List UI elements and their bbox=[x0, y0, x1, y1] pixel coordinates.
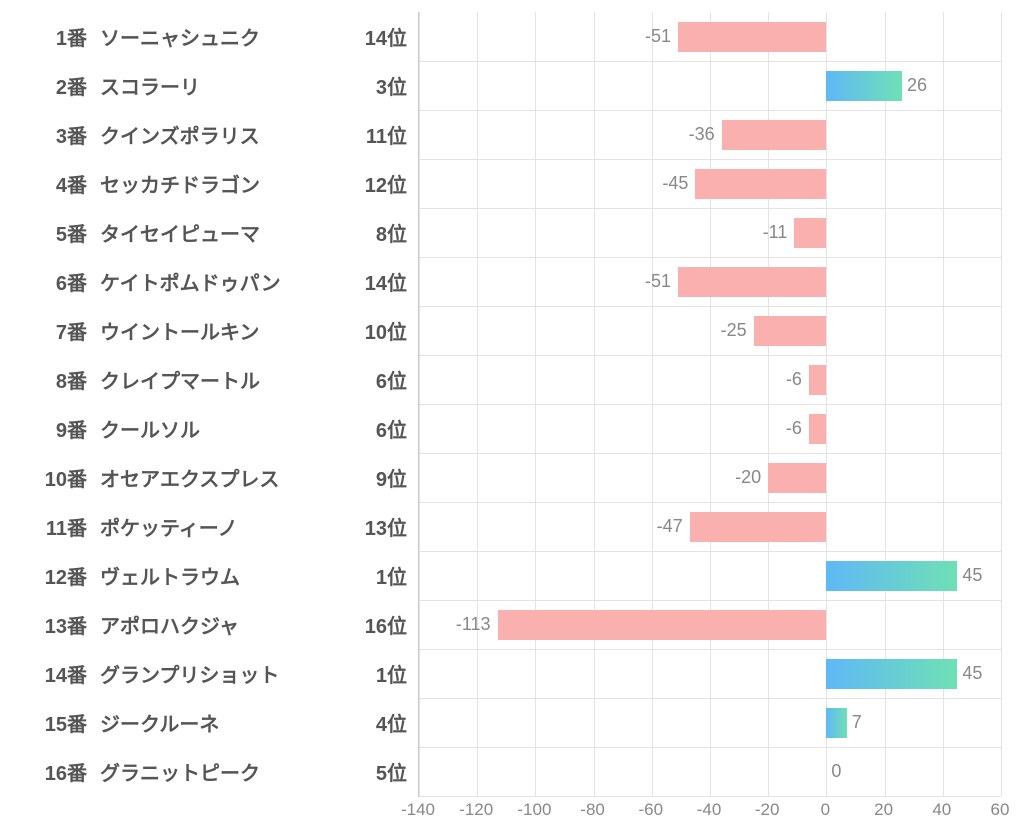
row-number: 9番 bbox=[56, 414, 87, 443]
bar-value: -20 bbox=[735, 467, 761, 488]
row-number: 7番 bbox=[56, 316, 87, 345]
row-rank: 10位 bbox=[365, 316, 407, 345]
row-rank: 14位 bbox=[365, 267, 407, 296]
table-row: 5番タイセイピューマ 8位 bbox=[0, 208, 1022, 257]
row-number: 10番 bbox=[45, 463, 87, 492]
row-rank: 14位 bbox=[365, 22, 407, 51]
row-rank: 6位 bbox=[376, 414, 407, 443]
row-name: クレイプマートル bbox=[100, 365, 260, 394]
row-number: 4番 bbox=[56, 169, 87, 198]
row-rank: 1位 bbox=[376, 659, 407, 688]
row-rank: 5位 bbox=[376, 757, 407, 786]
table-row: 3番クインズポラリス 11位 bbox=[0, 110, 1022, 159]
row-name: タイセイピューマ bbox=[100, 218, 260, 247]
x-tick-label: -140 bbox=[401, 800, 435, 820]
row-name: セッカチドラゴン bbox=[100, 169, 260, 198]
bar-value: -6 bbox=[786, 418, 802, 439]
bar-value: 7 bbox=[852, 712, 862, 733]
row-number: 12番 bbox=[45, 561, 87, 590]
row-number: 6番 bbox=[56, 267, 87, 296]
row-rank: 9位 bbox=[376, 463, 407, 492]
table-row: 10番オセアエクスプレス 9位 bbox=[0, 453, 1022, 502]
x-tick-label: -20 bbox=[755, 800, 780, 820]
row-number: 1番 bbox=[56, 22, 87, 51]
row-number: 8番 bbox=[56, 365, 87, 394]
bar-value: -113 bbox=[456, 614, 491, 635]
gridline-horizontal bbox=[419, 796, 1001, 797]
x-tick-label: -60 bbox=[639, 800, 664, 820]
row-name: オセアエクスプレス bbox=[100, 463, 279, 492]
row-rank: 8位 bbox=[376, 218, 407, 247]
bar-value: -45 bbox=[662, 173, 688, 194]
bar-value: 45 bbox=[962, 565, 982, 586]
row-rank: 4位 bbox=[376, 708, 407, 737]
bar-value: 26 bbox=[907, 75, 927, 96]
x-tick-label: 40 bbox=[932, 800, 951, 820]
x-tick-label: 0 bbox=[821, 800, 830, 820]
row-number: 2番 bbox=[56, 71, 87, 100]
row-name: ポケッティーノ bbox=[100, 512, 238, 541]
x-tick-label: -80 bbox=[580, 800, 605, 820]
row-name: ソーニャシュニク bbox=[100, 22, 260, 51]
row-name: ヴェルトラウム bbox=[100, 561, 240, 590]
row-name: ケイトポムドゥパン bbox=[100, 267, 281, 296]
table-row: 13番アポロハクジャ 16位 bbox=[0, 600, 1022, 649]
table-row: 16番グラニットピーク 5位 bbox=[0, 747, 1022, 796]
table-row: 4番セッカチドラゴン 12位 bbox=[0, 159, 1022, 208]
row-name: グランプリショット bbox=[100, 659, 279, 688]
row-number: 5番 bbox=[56, 218, 87, 247]
row-number: 13番 bbox=[45, 610, 87, 639]
bar-value: -25 bbox=[721, 320, 747, 341]
row-rank: 6位 bbox=[376, 365, 407, 394]
table-row: 11番ポケッティーノ 13位 bbox=[0, 502, 1022, 551]
row-name: グラニットピーク bbox=[100, 757, 260, 786]
row-name: クインズポラリス bbox=[100, 120, 260, 149]
row-rank: 13位 bbox=[365, 512, 407, 541]
row-rank: 3位 bbox=[376, 71, 407, 100]
row-rank: 1位 bbox=[376, 561, 407, 590]
row-name: クールソル bbox=[100, 414, 200, 443]
x-tick-label: -40 bbox=[697, 800, 722, 820]
x-tick-label: -100 bbox=[517, 800, 551, 820]
table-row: 14番グランプリショット 1位 bbox=[0, 649, 1022, 698]
table-row: 15番ジークルーネ 4位 bbox=[0, 698, 1022, 747]
table-row: 2番スコラーリ 3位 bbox=[0, 61, 1022, 110]
table-row: 8番クレイプマートル 6位 bbox=[0, 355, 1022, 404]
x-tick-label: 60 bbox=[991, 800, 1010, 820]
row-name: スコラーリ bbox=[100, 71, 200, 100]
table-row: 7番ウイントールキン 10位 bbox=[0, 306, 1022, 355]
table-row: 6番ケイトポムドゥパン 14位 bbox=[0, 257, 1022, 306]
x-tick-label: -120 bbox=[459, 800, 493, 820]
bar-value: -47 bbox=[657, 516, 683, 537]
row-number: 15番 bbox=[45, 708, 87, 737]
bar-value: 0 bbox=[831, 761, 841, 782]
row-number: 3番 bbox=[56, 120, 87, 149]
row-number: 11番 bbox=[46, 512, 87, 541]
bar-value: 45 bbox=[962, 663, 982, 684]
row-name: ウイントールキン bbox=[100, 316, 259, 345]
row-name: ジークルーネ bbox=[100, 708, 219, 737]
bar-value: -51 bbox=[645, 26, 671, 47]
bar-value: -51 bbox=[645, 271, 671, 292]
row-number: 16番 bbox=[45, 757, 87, 786]
chart-container: -140-120-100-80-60-40-2002040601番ソーニャシュニ… bbox=[0, 0, 1022, 834]
table-row: 9番クールソル 6位 bbox=[0, 404, 1022, 453]
row-rank: 16位 bbox=[365, 610, 407, 639]
x-tick-label: 20 bbox=[874, 800, 893, 820]
bar-value: -11 bbox=[763, 222, 788, 243]
row-name: アポロハクジャ bbox=[100, 610, 239, 639]
row-rank: 11位 bbox=[366, 120, 407, 149]
table-row: 12番ヴェルトラウム 1位 bbox=[0, 551, 1022, 600]
bar-value: -36 bbox=[689, 124, 715, 145]
table-row: 1番ソーニャシュニク 14位 bbox=[0, 12, 1022, 61]
row-number: 14番 bbox=[45, 659, 87, 688]
row-rank: 12位 bbox=[365, 169, 407, 198]
bar-value: -6 bbox=[786, 369, 802, 390]
